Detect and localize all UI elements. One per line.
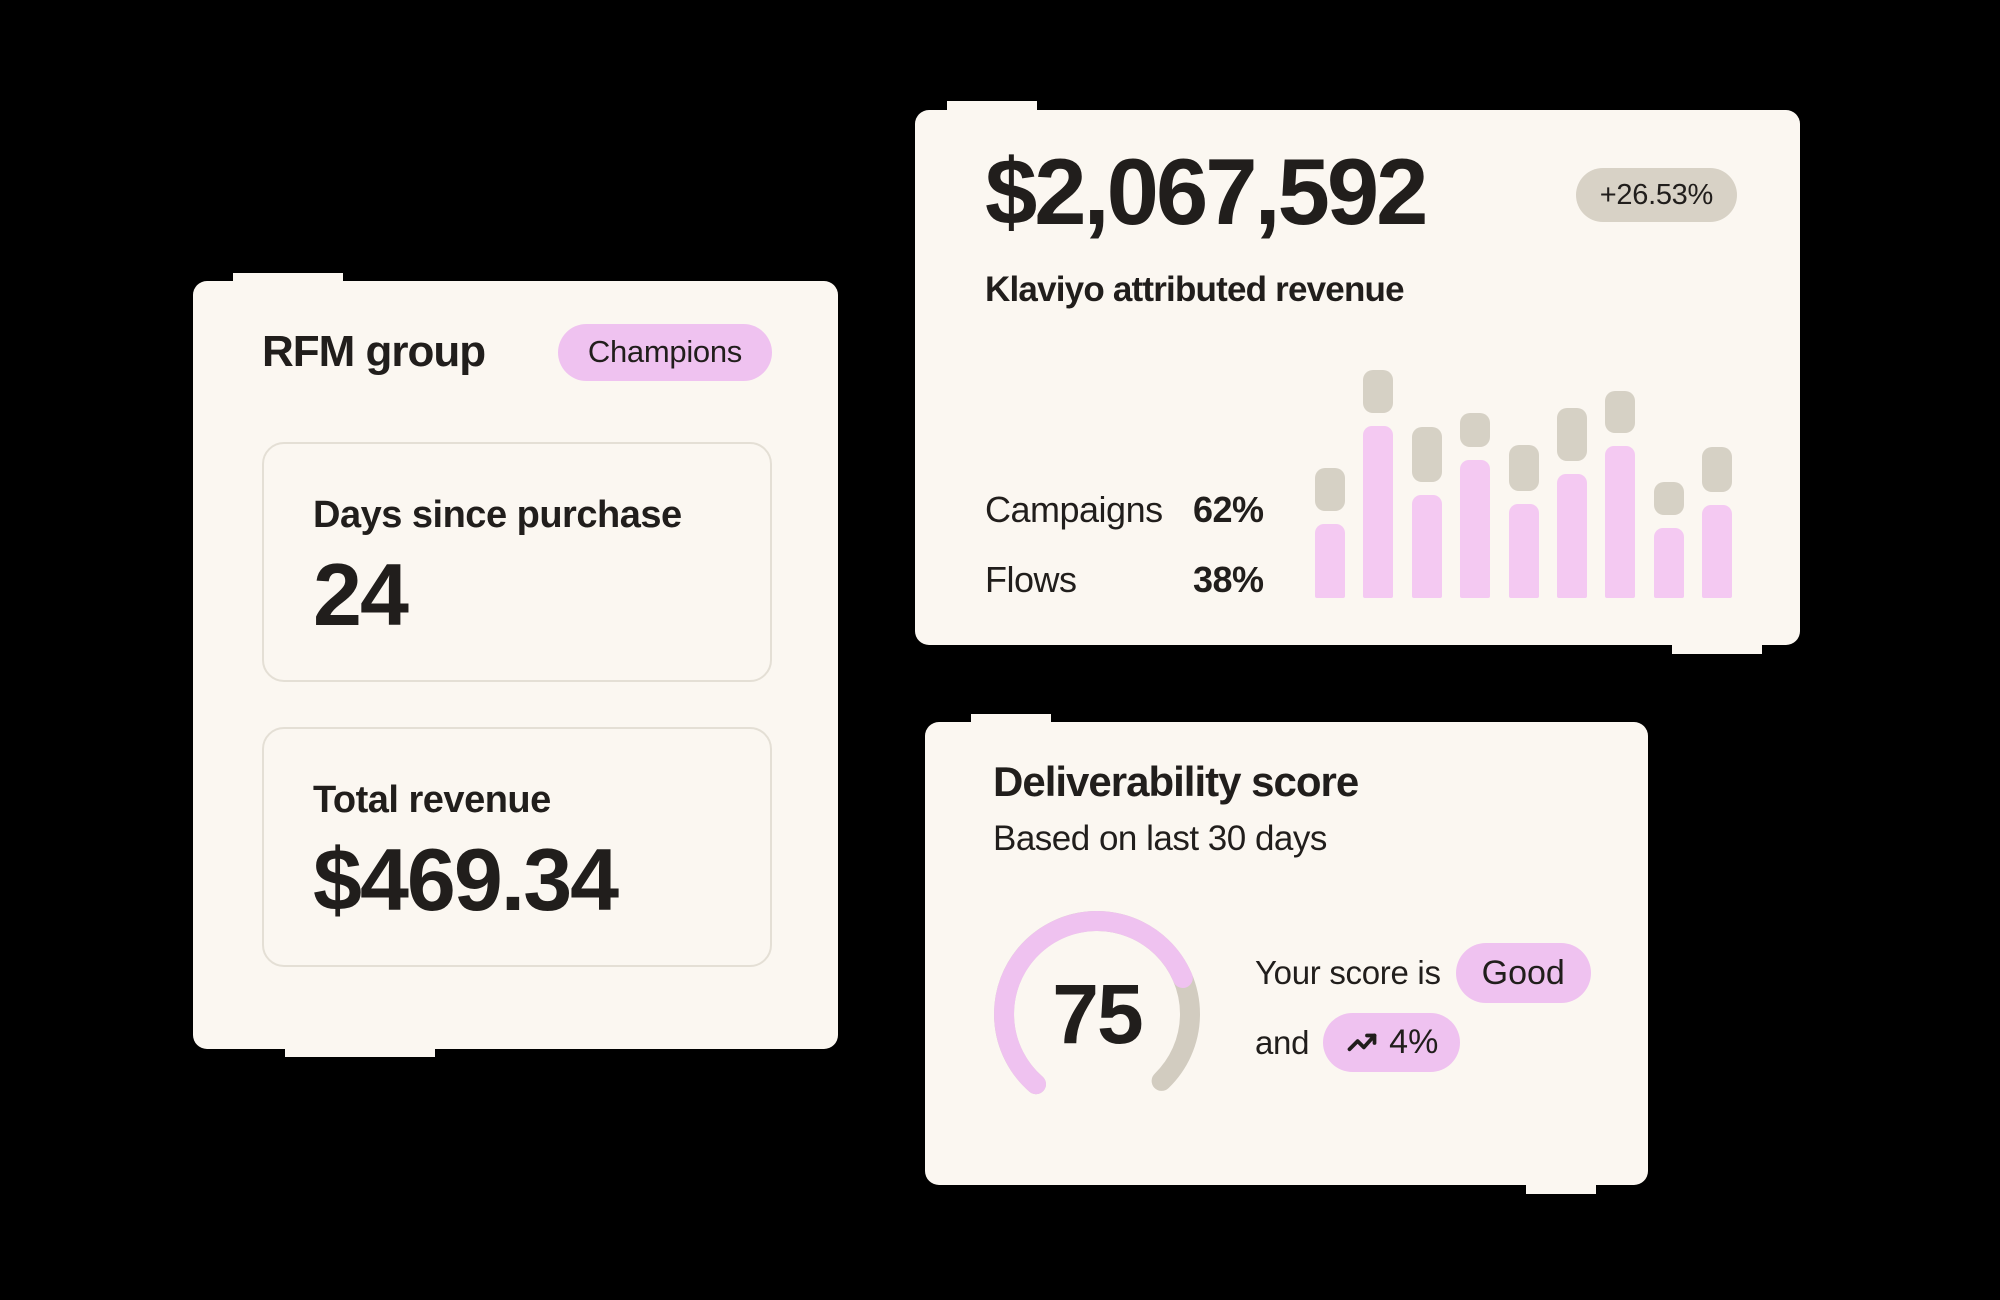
- score-change-badge: 4%: [1323, 1013, 1461, 1072]
- revenue-card: $2,067,592 +26.53% Klaviyo attributed re…: [915, 101, 1800, 654]
- bar-cap-8: [1653, 482, 1684, 515]
- deliverability-title: Deliverability score: [993, 758, 1359, 805]
- gauge-svg: [994, 911, 1200, 1095]
- score-prefix: Your score is: [1255, 954, 1441, 991]
- revenue-bar-chart: [1315, 338, 1733, 598]
- bar-4: [1460, 413, 1491, 598]
- metric-value: 24: [313, 545, 409, 644]
- legend-value-campaigns: 62%: [1193, 489, 1264, 530]
- and-label: and: [1255, 1023, 1310, 1061]
- deliverability-gauge: 75: [992, 911, 1202, 1121]
- deliverability-card: Deliverability score Based on last 30 da…: [925, 714, 1648, 1194]
- legend-label-flows: Flows: [985, 559, 1077, 600]
- rating-badge: Good: [1455, 943, 1591, 1003]
- revenue-change-badge: +26.53%: [1575, 168, 1737, 222]
- trending-up-icon: [1347, 1033, 1377, 1051]
- rfm-card: RFM group Champions Days since purchase …: [193, 273, 838, 1057]
- bar-1: [1315, 468, 1345, 598]
- metric-label: Days since purchase: [313, 494, 682, 536]
- bar-3: [1411, 427, 1442, 598]
- metric-card-days-since-purchase: Days since purchase 24: [262, 442, 772, 682]
- metric-value: $469.34: [313, 830, 619, 929]
- legend-label-campaigns: Campaigns: [985, 489, 1163, 530]
- bar-cap-2: [1363, 370, 1394, 413]
- bar-cap-9: [1702, 447, 1733, 492]
- bar-5: [1508, 445, 1539, 598]
- rfm-card-title: RFM group: [262, 327, 486, 376]
- bar-7: [1605, 391, 1636, 598]
- bar-cap-1: [1315, 468, 1345, 511]
- bar-cap-7: [1605, 391, 1636, 433]
- score-line-2: and 4%: [1255, 1013, 1461, 1072]
- champions-badge: Champions: [557, 323, 772, 381]
- gauge-fill: [994, 911, 1193, 1095]
- rfm-card-header: RFM group Champions: [262, 323, 772, 381]
- revenue-amount: $2,067,592: [985, 139, 1428, 244]
- bar-cap-5: [1508, 445, 1539, 491]
- bar-6: [1557, 408, 1587, 598]
- bar-cap-3: [1411, 427, 1442, 482]
- score-change-value: 4%: [1389, 1023, 1439, 1061]
- deliverability-subtitle: Based on last 30 days: [993, 819, 1327, 858]
- legend-value-flows: 38%: [1193, 559, 1264, 600]
- bar-8: [1653, 482, 1684, 598]
- gauge-score: 75: [1052, 966, 1143, 1061]
- metric-card-total-revenue: Total revenue $469.34: [262, 727, 772, 967]
- bar-cap-6: [1557, 408, 1587, 461]
- revenue-subtitle: Klaviyo attributed revenue: [985, 270, 1405, 309]
- bar-9: [1702, 447, 1733, 598]
- metric-label: Total revenue: [313, 779, 551, 821]
- score-line-1: Your score is Good: [1255, 943, 1591, 1003]
- bar-2: [1363, 370, 1394, 598]
- bar-cap-4: [1460, 413, 1491, 447]
